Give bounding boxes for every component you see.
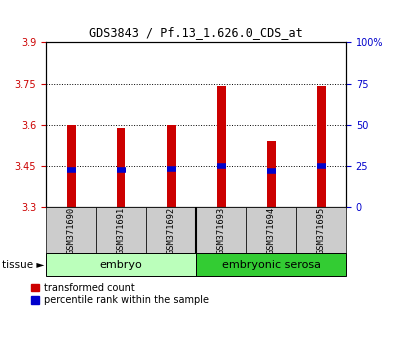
Text: GSM371692: GSM371692 [166, 206, 176, 254]
Bar [46, 207, 96, 253]
Bar [166, 125, 176, 207]
Bar [46, 253, 196, 276]
Text: embryo: embryo [100, 259, 142, 270]
Bar [116, 127, 126, 207]
Text: GSM371690: GSM371690 [66, 206, 76, 254]
Text: GSM371694: GSM371694 [266, 206, 276, 254]
Bar [216, 86, 226, 207]
Bar [66, 125, 76, 207]
Text: GSM371695: GSM371695 [316, 206, 326, 254]
Bar [266, 141, 276, 207]
Text: embryonic serosa: embryonic serosa [222, 259, 320, 270]
Text: GSM371691: GSM371691 [116, 206, 126, 254]
Bar [316, 86, 326, 207]
Bar [196, 207, 246, 253]
Legend: transformed count, percentile rank within the sample: transformed count, percentile rank withi… [31, 283, 208, 305]
Text: GSM371693: GSM371693 [216, 206, 226, 254]
Text: tissue ►: tissue ► [2, 259, 44, 270]
Bar [196, 253, 346, 276]
Bar [96, 207, 146, 253]
Bar [296, 207, 346, 253]
Bar [146, 207, 196, 253]
Title: GDS3843 / Pf.13_1.626.0_CDS_at: GDS3843 / Pf.13_1.626.0_CDS_at [89, 25, 303, 39]
Bar [246, 207, 296, 253]
